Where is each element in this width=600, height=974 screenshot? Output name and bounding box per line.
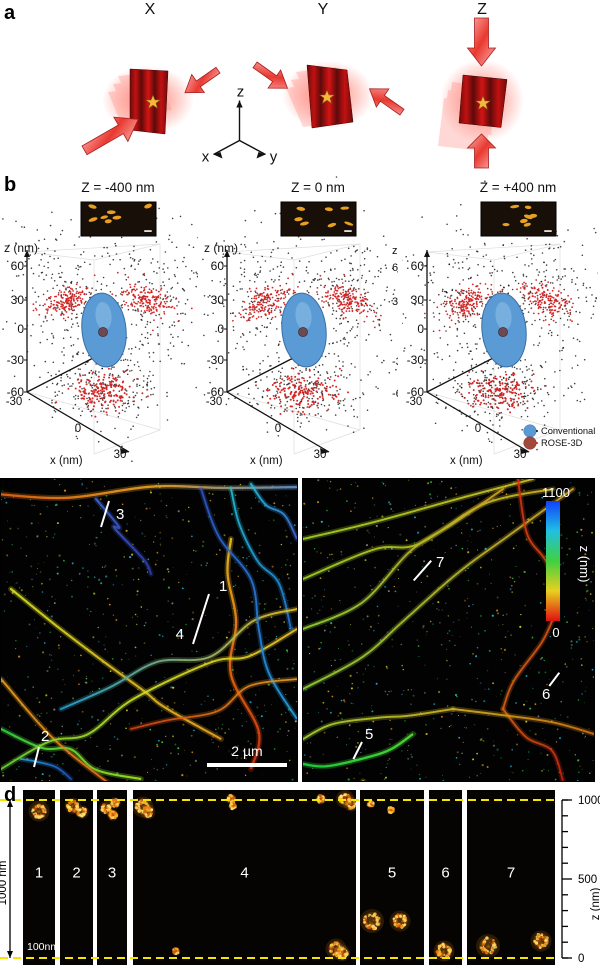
svg-text:Z = 0 nm: Z = 0 nm (291, 180, 345, 195)
svg-text:0: 0 (217, 322, 224, 336)
svg-text:x (nm): x (nm) (450, 455, 483, 467)
svg-text:2: 2 (41, 728, 49, 745)
svg-text:0: 0 (75, 423, 81, 435)
svg-text:Conventional: Conventional (541, 426, 595, 436)
svg-text:Z = +400 nm: Z = +400 nm (480, 180, 557, 195)
svg-text:2 µm: 2 µm (231, 743, 262, 759)
svg-text:-30: -30 (407, 353, 425, 367)
svg-text:60: 60 (411, 259, 425, 273)
svg-text:30: 30 (314, 449, 327, 461)
svg-text:0: 0 (275, 423, 281, 435)
svg-text:-30: -30 (406, 396, 423, 408)
svg-text:Z = -400 nm: Z = -400 nm (81, 180, 154, 195)
svg-text:1: 1 (219, 578, 227, 595)
svg-text:-30: -30 (207, 353, 225, 367)
svg-text:0: 0 (417, 322, 424, 336)
svg-text:30: 30 (11, 293, 25, 307)
svg-text:-3: -3 (392, 356, 398, 368)
svg-text:x (nm): x (nm) (50, 455, 83, 467)
svg-text:z (nm): z (nm) (204, 241, 238, 255)
svg-text:-30: -30 (206, 396, 223, 408)
svg-text:x: x (202, 149, 210, 166)
svg-text:x (nm): x (nm) (250, 455, 283, 467)
svg-text:y: y (270, 149, 278, 166)
svg-text:Y: Y (318, 1, 329, 18)
svg-text:z: z (237, 84, 245, 101)
svg-text:60: 60 (11, 259, 25, 273)
svg-text:Z: Z (477, 1, 487, 18)
svg-text:3: 3 (116, 506, 124, 523)
svg-text:0: 0 (475, 423, 481, 435)
svg-text:-6: -6 (392, 388, 398, 400)
svg-text:X: X (145, 1, 156, 18)
svg-text:z (nm): z (nm) (4, 241, 38, 255)
svg-text:ROSE-3D: ROSE-3D (541, 438, 583, 448)
svg-text:6: 6 (392, 262, 398, 274)
svg-text:60: 60 (211, 259, 225, 273)
svg-text:4: 4 (176, 626, 184, 643)
svg-text:30: 30 (211, 293, 225, 307)
svg-text:30: 30 (514, 449, 527, 461)
svg-text:-30: -30 (7, 353, 25, 367)
svg-text:30: 30 (114, 449, 127, 461)
svg-text:z: z (392, 245, 398, 257)
svg-text:0: 0 (17, 322, 24, 336)
svg-text:3: 3 (392, 296, 398, 308)
svg-text:-30: -30 (6, 396, 23, 408)
